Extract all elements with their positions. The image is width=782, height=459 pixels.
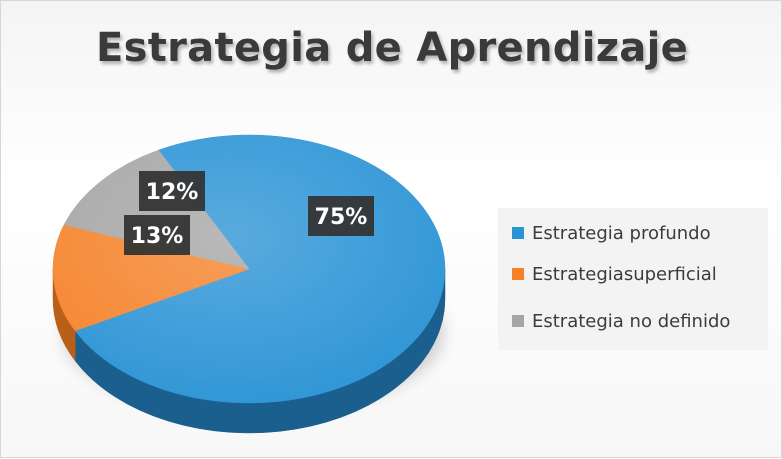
data-label-box-1 (124, 215, 190, 255)
data-label-0: 75% (315, 205, 368, 230)
legend-label: Estrategia no definido (532, 310, 731, 332)
legend-label: Estrategia profundo (532, 222, 711, 244)
data-label-2: 12% (146, 180, 199, 205)
legend-swatch (512, 268, 524, 280)
data-label-1: 13% (131, 224, 184, 249)
data-label-box-2 (139, 171, 205, 211)
legend-item-profundo: Estrategia profundo (512, 222, 711, 244)
chart-legend: Estrategia profundo Estrategiasuperficia… (498, 208, 768, 350)
legend-item-superficial: Estrategiasuperficial (512, 263, 717, 285)
legend-swatch (512, 315, 524, 327)
legend-label: Estrategiasuperficial (532, 263, 717, 285)
chart-title: Estrategia de Aprendizaje (95, 25, 689, 71)
legend-swatch (512, 227, 524, 239)
data-label-box-0 (308, 196, 374, 236)
pie-highlight (53, 135, 445, 403)
legend-item-no-definido: Estrategia no definido (512, 310, 730, 332)
